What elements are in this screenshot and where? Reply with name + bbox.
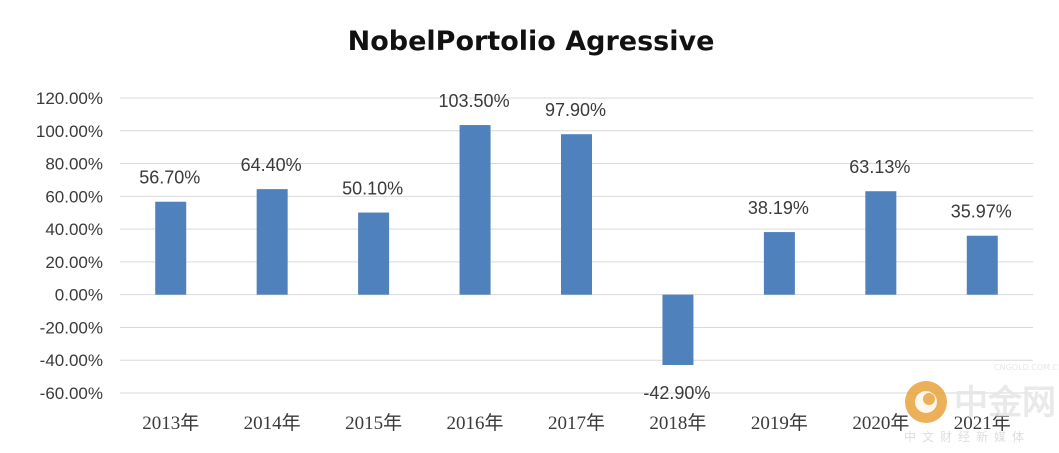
bar [662, 294, 694, 365]
x-tick-label: 2021年 [954, 412, 1011, 434]
bar [155, 201, 187, 295]
data-label: 97.90% [545, 100, 606, 120]
data-label: 103.50% [439, 91, 510, 111]
data-label: 50.10% [342, 179, 403, 199]
x-tick-label: 2017年 [548, 412, 605, 434]
bar [865, 191, 897, 295]
x-tick-label: 2018年 [649, 412, 706, 434]
watermark-subtitle: 中文财经新媒体 [904, 429, 1030, 444]
bars [155, 125, 998, 365]
y-tick-label: -40.00% [40, 351, 103, 370]
x-axis-ticks: 2013年 2014年 2015年 2016年 2017年 2018年 2019年 2020年… [142, 412, 1011, 434]
data-label: 38.19% [748, 198, 809, 218]
y-tick-label: 80.00% [45, 155, 103, 174]
y-tick-label: 120.00% [36, 89, 103, 108]
x-tick-label: 2020年 [852, 412, 909, 434]
y-tick-label: 0.00% [55, 286, 103, 305]
chart-title: NobelPortolio Agressive [348, 26, 715, 57]
y-tick-label: 40.00% [45, 220, 103, 239]
y-tick-label: 60.00% [45, 187, 103, 206]
bar [256, 189, 288, 295]
y-tick-label: 100.00% [36, 122, 103, 141]
data-label: -42.90% [643, 383, 710, 403]
x-tick-label: 2019年 [751, 412, 808, 434]
data-label: 56.70% [139, 168, 200, 188]
x-tick-label: 2016年 [447, 412, 504, 434]
watermark: 中金网 CNGOLD.COM.CN 中文财经新媒体 [904, 363, 1059, 444]
bar [966, 235, 998, 295]
x-tick-label: 2015年 [345, 412, 402, 434]
x-tick-label: 2013年 [142, 412, 199, 434]
data-labels: 56.70% 64.40% 50.10% 103.50% 97.90% -42.90% 38… [139, 91, 1012, 403]
bar [459, 125, 491, 295]
bar [358, 212, 390, 295]
y-tick-label: -20.00% [40, 318, 103, 337]
bar [561, 134, 592, 295]
data-label: 64.40% [241, 155, 302, 175]
y-axis-ticks: 120.00% 100.00% 80.00% 60.00% 40.00% 20.00% 0.… [36, 89, 103, 403]
y-tick-label: 20.00% [45, 253, 103, 272]
x-tick-label: 2014年 [244, 412, 301, 434]
watermark-url: CNGOLD.COM.CN [994, 363, 1059, 372]
watermark-brand: 中金网 [954, 383, 1056, 423]
y-tick-label: -60.00% [40, 384, 103, 403]
data-label: 63.13% [849, 157, 910, 177]
data-label: 35.97% [951, 202, 1012, 222]
bar [763, 232, 795, 295]
